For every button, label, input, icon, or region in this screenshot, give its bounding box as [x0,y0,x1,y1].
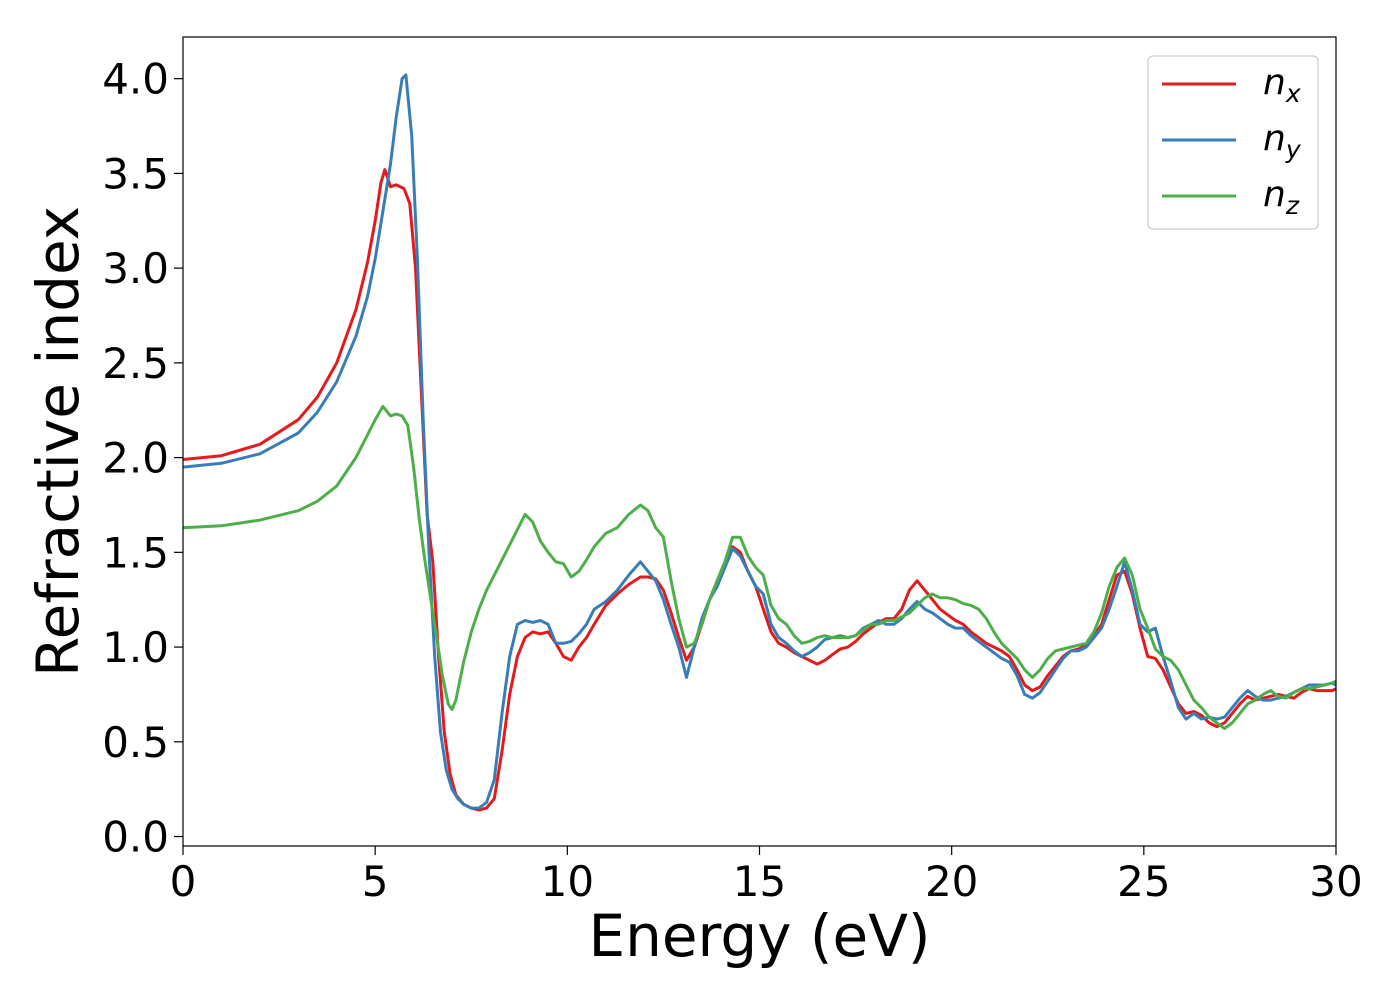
y-axis: 0.0 0.5 1.0 1.5 2.0 2.5 3.0 3.5 4.0 [102,55,183,862]
x-tick-label: 30 [1309,857,1362,906]
legend-label-n-x: nx [1263,62,1301,108]
y-axis-label: Refractive index [24,206,92,677]
x-axis-label: Energy (eV) [588,902,930,970]
y-tick-label: 3.0 [102,244,169,293]
x-axis: 0 5 10 15 20 25 30 [170,846,1363,906]
legend-label-n-y: ny [1263,118,1302,164]
y-tick-label: 2.0 [102,434,169,483]
legend-label-n-z: nz [1263,174,1300,220]
y-tick-label: 3.5 [102,149,169,198]
x-tick-label: 5 [362,857,389,906]
legend-box [1147,55,1319,230]
x-tick-label: 20 [925,857,978,906]
legend-label-subscript: x [1285,79,1301,108]
y-tick-label: 0.5 [102,718,169,767]
x-tick-label: 0 [170,857,197,906]
x-tick-label: 25 [1117,857,1170,906]
y-tick-label: 4.0 [102,55,169,104]
x-tick-label: 10 [541,857,594,906]
legend-label-base: n [1263,118,1286,159]
legend-label-base: n [1263,62,1286,103]
y-tick-label: 2.5 [102,339,169,388]
y-tick-label: 1.0 [102,623,169,672]
series-line-n-y [183,73,1336,810]
y-tick-label: 0.0 [102,813,169,862]
series-layer [183,73,1336,812]
x-tick-label: 15 [733,857,786,906]
series-line-n-z [183,404,1336,730]
legend-label-base: n [1263,174,1286,215]
y-tick-label: 1.5 [102,528,169,577]
legend-label-subscript: y [1285,135,1302,164]
legend-label-subscript: z [1285,191,1300,220]
